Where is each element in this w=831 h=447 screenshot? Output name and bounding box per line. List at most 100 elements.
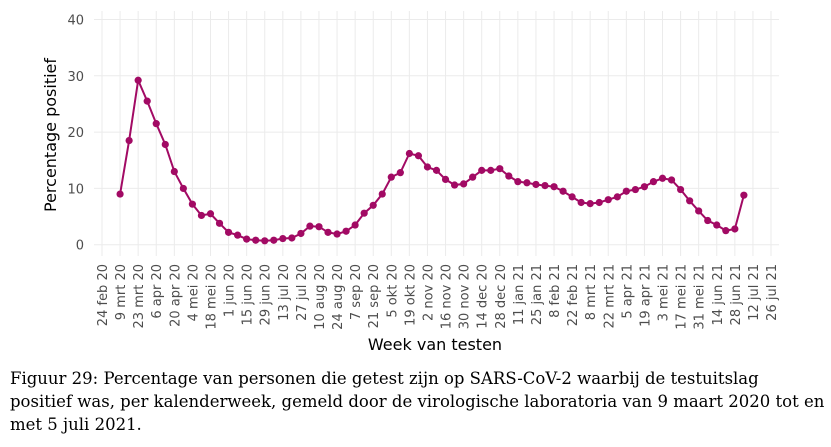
data-point (170, 167, 178, 176)
data-point (206, 210, 215, 218)
data-point (505, 172, 513, 180)
data-point (333, 230, 341, 238)
x-tick-label: 27 jul 20 (295, 264, 310, 321)
data-point (197, 211, 206, 220)
x-tick-label: 2 nov 20 (421, 264, 436, 321)
data-point (460, 180, 468, 188)
data-point (695, 207, 703, 215)
data-point (116, 190, 124, 198)
data-point (143, 97, 151, 105)
data-point (324, 228, 332, 236)
x-tick-label: 6 apr 20 (150, 264, 165, 319)
x-tick-label: 25 jan 21 (530, 264, 545, 325)
data-point (658, 174, 667, 182)
data-line (119, 76, 745, 242)
y-tick-label: 40 (67, 13, 84, 28)
data-point (640, 183, 649, 191)
data-point (342, 227, 350, 235)
x-tick-label: 24 feb 20 (96, 264, 111, 326)
data-point (686, 197, 694, 205)
data-point (740, 191, 748, 199)
caption-line: met 5 juli 2021. (10, 415, 142, 434)
x-tick-label: 15 jun 20 (241, 264, 256, 325)
data-point (423, 163, 432, 171)
x-tick-label: 22 feb 21 (566, 264, 581, 326)
data-point (351, 221, 359, 229)
data-point (631, 185, 639, 194)
data-point (215, 219, 224, 227)
data-point (279, 234, 287, 243)
data-point (550, 183, 558, 191)
y-tick-label: 30 (67, 70, 84, 85)
x-tick-label: 8 mrt 21 (584, 264, 599, 320)
data-point (713, 221, 721, 229)
data-point (188, 200, 197, 208)
x-tick-label: 20 apr 20 (168, 264, 183, 327)
x-tick-label: 29 jun 20 (259, 264, 274, 325)
data-point (387, 173, 395, 181)
data-point (414, 152, 423, 160)
y-tick-label: 0 (76, 239, 84, 254)
data-point (478, 166, 486, 174)
grid (94, 11, 779, 256)
x-tick-label: 16 nov 20 (440, 264, 455, 329)
data-point (224, 228, 233, 236)
x-tick-label: 19 apr 21 (638, 264, 653, 327)
data-point (649, 178, 658, 186)
data-point (595, 198, 603, 207)
data-point (586, 200, 594, 208)
data-point (676, 185, 685, 194)
data-point (270, 236, 278, 244)
x-tick-label: 14 jun 21 (711, 264, 726, 325)
x-tick-label: 8 feb 21 (548, 264, 563, 318)
x-tick-label: 12 jul 21 (747, 264, 762, 321)
x-tick-label: 5 apr 21 (620, 264, 635, 319)
x-tick-label: 3 mei 21 (657, 264, 672, 321)
data-point (487, 166, 495, 174)
data-point (396, 169, 404, 177)
data-point (405, 149, 413, 158)
data-point (179, 184, 187, 193)
data-point (604, 196, 612, 204)
x-tick-label: 24 aug 20 (331, 264, 346, 330)
x-tick-label: 14 dec 20 (476, 264, 491, 329)
x-tick-label: 22 mrt 21 (602, 264, 617, 328)
x-tick-label: 17 mei 21 (675, 264, 690, 330)
x-tick-label: 21 sep 20 (367, 264, 382, 328)
x-tick-label: 18 mei 20 (204, 264, 219, 330)
x-tick-label: 9 mrt 20 (114, 264, 129, 320)
y-tick-label: 20 (67, 126, 84, 141)
x-tick-label: 5 okt 20 (385, 264, 400, 318)
x-tick-label: 10 aug 20 (313, 264, 328, 330)
data-point (577, 198, 585, 207)
data-point (559, 187, 567, 195)
data-point (297, 229, 305, 238)
data-point (469, 173, 477, 181)
data-point (134, 76, 142, 84)
x-tick-label: 28 dec 20 (494, 264, 509, 329)
y-tick-label: 10 (67, 182, 84, 197)
data-point (252, 236, 260, 244)
caption-line: positief was, per kalenderweek, gemeld d… (10, 392, 825, 411)
data-point (315, 223, 323, 231)
data-point (496, 165, 504, 173)
data-point (568, 193, 576, 201)
data-point (125, 136, 133, 145)
x-tick-label: 11 jan 21 (512, 264, 527, 325)
x-tick-label: 1 jun 20 (223, 264, 238, 317)
data-point (243, 235, 251, 243)
x-tick-label: 19 okt 20 (403, 264, 418, 326)
x-tick-label: 30 nov 20 (458, 264, 473, 329)
data-point (369, 201, 377, 209)
x-tick-label: 28 jun 21 (729, 264, 744, 325)
data-point (306, 222, 314, 230)
data-point (432, 166, 441, 174)
data-point (514, 178, 522, 186)
data-point (450, 181, 459, 189)
data-point (731, 225, 739, 233)
x-tick-label: 26 jul 21 (765, 264, 780, 321)
data-point (722, 227, 730, 235)
data-point (360, 209, 368, 217)
x-tick-label: 7 sep 20 (349, 264, 364, 320)
